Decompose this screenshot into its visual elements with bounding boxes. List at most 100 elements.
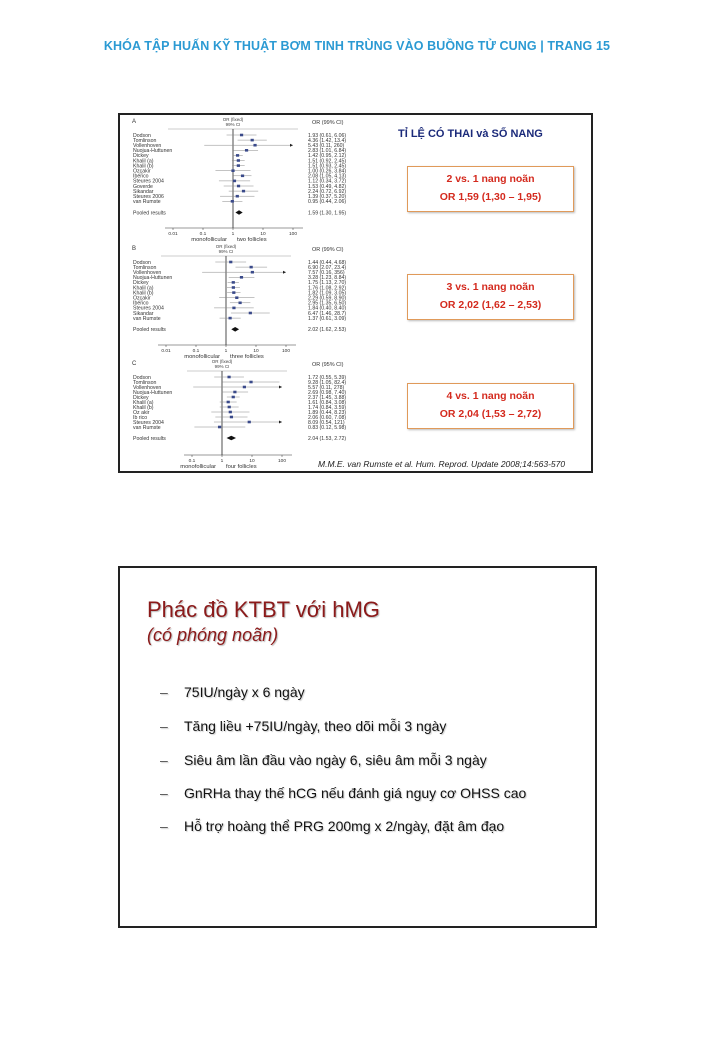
bullet-dash: – (160, 752, 168, 768)
study-ci-text: 1.51 (0.93, 2.45) (308, 163, 346, 169)
or-marker (250, 138, 254, 142)
or-marker (236, 159, 240, 162)
left-axis-label: monofollicular (184, 354, 220, 360)
ci-header: OR (95% CI) (312, 362, 344, 368)
bullet-item: –75IU/ngày x 6 ngày (160, 684, 305, 700)
right-axis-label: four follicles (226, 464, 257, 470)
study-ci-text: 9.28 (1.05, 82.4) (308, 380, 346, 386)
study-name: Ozçakir (133, 296, 151, 302)
study-name: Ib rico (133, 415, 147, 421)
column-subheader: 99% CI (226, 122, 241, 127)
or-marker (250, 270, 254, 274)
x-tick-label: 0.01 (168, 231, 178, 237)
bullet-text: Tăng liều +75IU/ngày, theo dõi mỗi 3 ngà… (184, 718, 447, 734)
pooled-diamond (231, 327, 240, 332)
study-ci-text: 5.57 (0.11, 278) (308, 385, 345, 391)
ci-header: OR (99% CI) (312, 247, 344, 253)
x-tick-label: 0.1 (193, 348, 200, 354)
result-or: OR 2,02 (1,62 – 2,53) (439, 299, 542, 311)
or-marker (242, 385, 246, 389)
study-ci-text: 0.95 (0.44, 2.06) (308, 199, 346, 205)
or-marker (228, 316, 232, 320)
study-name: Dickey (133, 280, 149, 286)
panel-label: C (132, 361, 137, 367)
or-marker (231, 286, 235, 289)
x-tick-label: 0.01 (161, 348, 171, 354)
or-marker (229, 415, 234, 419)
or-marker (231, 169, 235, 172)
study-name: Khalil (a) (133, 400, 154, 406)
or-marker (229, 260, 233, 264)
bullet-item: – Hỗ trợ hoàng thể PRG 200mg x 2/ngày, đặ… (160, 818, 504, 834)
slide-title: Phác đồ KTBT với hMG (147, 597, 380, 622)
bullet-item: – Tăng liều +75IU/ngày, theo dõi mỗi 3 ng… (160, 718, 446, 734)
x-tick-label: 1 (232, 231, 235, 237)
study-ci-text: 2.69 (0.98, 7.40) (308, 390, 346, 396)
result-box-4-follicles: 4 vs. 1 nang noãn OR 2,04 (1,53 – 2,72) (407, 383, 574, 429)
study-ci-text: 1.74 (0.84, 3.59) (308, 405, 346, 411)
bullet-dash: – (160, 718, 168, 734)
or-marker (235, 154, 240, 157)
study-name: Khalil (b) (133, 163, 154, 169)
bullet-text: Siêu âm lần đầu vào ngày 6, siêu âm mỗi … (184, 752, 487, 768)
study-ci-text: 1.51 (0.92, 2.45) (308, 158, 346, 164)
x-tick-label: 1 (221, 458, 224, 464)
study-name: Dodson (133, 133, 151, 139)
result-label: 3 vs. 1 nang noãn (446, 281, 535, 293)
or-marker (227, 405, 231, 409)
or-marker (226, 400, 230, 404)
study-name: Steures 2006 (133, 194, 164, 200)
pooled-label: Pooled results (133, 436, 166, 442)
study-name: Khalil (a) (133, 285, 154, 291)
study-ci-text: 0.83 (0.12, 5.98) (308, 425, 346, 431)
column-subheader: 99% CI (215, 364, 230, 369)
or-marker (217, 425, 222, 429)
column-subheader: 99% CI (219, 249, 234, 254)
pooled-ci-text: 1.59 (1.30, 1.95) (308, 210, 346, 216)
pooled-diamond (235, 210, 243, 215)
or-marker (231, 395, 235, 399)
or-marker (253, 143, 257, 147)
or-marker (236, 164, 240, 167)
or-marker (238, 301, 242, 305)
study-name: van Rumste (133, 316, 161, 322)
study-ci-text: 1.89 (0.44, 8.23) (308, 410, 346, 416)
study-name: Khalil (a) (133, 158, 154, 164)
or-marker (232, 306, 236, 310)
panel-label: B (132, 246, 136, 252)
study-ci-text: 1.00 (0.26, 3.84) (308, 169, 346, 175)
result-box-2-follicles: 2 vs. 1 nang noãn OR 1,59 (1,30 – 1,95) (407, 166, 574, 212)
x-tick-label: 10 (260, 231, 266, 237)
page-header: KHÓA TẬP HUẤN KỸ THUẬT BƠM TINH TRÙNG VÀ… (103, 39, 611, 53)
x-tick-label: 0.1 (200, 231, 207, 237)
left-axis-label: monofollicular (191, 237, 227, 243)
study-ci-text: 1.93 (0.61, 6.06) (308, 133, 346, 139)
study-ci-text: 8.09 (0.54, 121) (308, 420, 345, 426)
study-name: Vollenhoven (133, 270, 161, 276)
bullet-item: – GnRHa thay thế hCG nếu đánh giá nguy cơ… (160, 785, 526, 801)
study-name: Goverde (133, 184, 153, 190)
column-header: OR (fixed) (216, 244, 237, 249)
pooled-ci-text: 2.02 (1.62, 2.53) (308, 327, 346, 333)
study-name: Ibérico (133, 301, 149, 307)
study-name: Khalil (b) (133, 290, 154, 296)
study-name: Steures 2004 (133, 306, 164, 312)
study-ci-text: 2.06 (0.60, 7.08) (308, 415, 346, 421)
ci-arrow (279, 420, 282, 424)
study-name: Nuojua-Huttunen (133, 390, 172, 396)
x-tick-label: 100 (289, 231, 297, 237)
or-marker (239, 133, 244, 137)
result-or: OR 2,04 (1,53 – 2,72) (439, 408, 542, 420)
study-ci-text: 1.44 (0.44, 4.68) (308, 260, 346, 266)
or-marker (235, 194, 239, 198)
study-name: Oz akir (133, 410, 150, 416)
column-header: OR (fixed) (223, 117, 244, 122)
study-name: Ozçakir (133, 169, 151, 175)
study-name: Dodson (133, 375, 151, 381)
study-ci-text: 1.61 (0.84, 3.08) (308, 400, 346, 406)
ci-arrow (279, 385, 282, 389)
pooled-label: Pooled results (133, 210, 166, 216)
x-tick-label: 10 (253, 348, 259, 354)
ci-header: OR (99% CI) (312, 120, 344, 126)
slide-hmg-protocol (118, 566, 597, 928)
